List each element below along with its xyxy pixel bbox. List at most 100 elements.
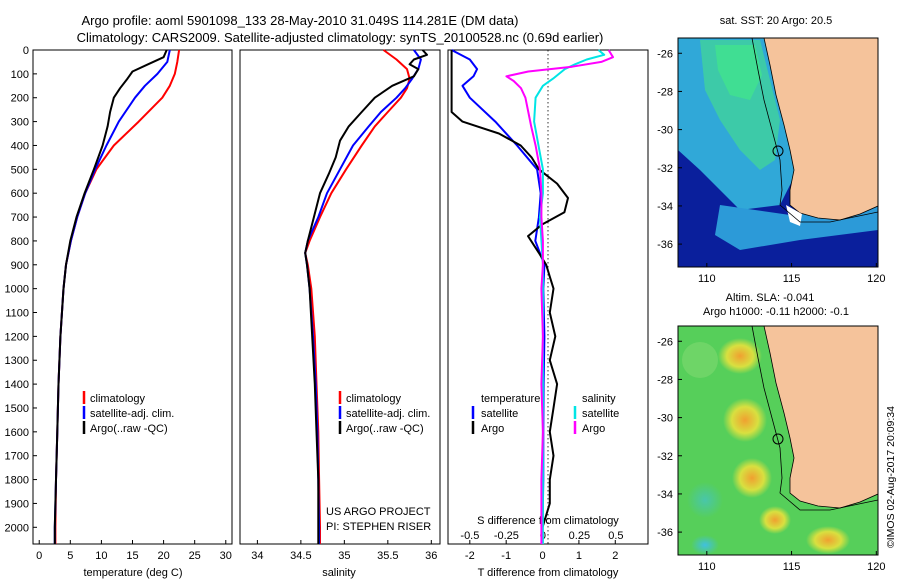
x-tick-label: 30 bbox=[220, 550, 232, 562]
salinity-panel-frame bbox=[239, 49, 441, 545]
sla-map-title-1: Altim. SLA: -0.041 bbox=[726, 292, 815, 304]
x-tick-label: -0.5 bbox=[460, 530, 479, 542]
x-tick-label: 15 bbox=[126, 550, 138, 562]
isobath-contour bbox=[751, 38, 878, 223]
x-tick-label: 34 bbox=[251, 550, 263, 562]
depth-tick-label: 1600 bbox=[5, 427, 29, 439]
map-lat-label: -34 bbox=[657, 201, 673, 213]
map-lat-label: -30 bbox=[657, 413, 673, 425]
sst-map-axes: -26 -28 -30 -32 -34 -36 110 115 120 bbox=[657, 48, 885, 285]
series-line-2-1 bbox=[450, 50, 569, 544]
map-lat-label: -30 bbox=[657, 125, 673, 137]
land-australia bbox=[763, 326, 878, 509]
s-difference-label: S difference from climatology bbox=[477, 515, 619, 527]
sst-map-frame bbox=[677, 37, 879, 268]
map-lat-label: -28 bbox=[657, 374, 673, 386]
x-tick-label: 2 bbox=[612, 550, 618, 562]
pi-credit: PI: STEPHEN RISER bbox=[326, 521, 431, 533]
depth-tick-label: 1400 bbox=[5, 379, 29, 391]
t-difference-label: T difference from climatology bbox=[478, 567, 619, 579]
x-tick-label: 1 bbox=[576, 550, 582, 562]
x-tick-label: 25 bbox=[189, 550, 201, 562]
temp-x-axis: 0 5 10 15 20 25 30 bbox=[36, 540, 232, 562]
map-lat-label: -26 bbox=[657, 48, 673, 60]
legend-label-argo: Argo(..raw -QC) bbox=[346, 423, 424, 435]
depth-tick-label: 500 bbox=[11, 164, 29, 176]
series-line-0-1 bbox=[53, 49, 171, 544]
x-tick-label: 34.5 bbox=[290, 550, 311, 562]
sla-anomaly bbox=[691, 535, 719, 555]
imos-footer: ©IMOS 02-Aug-2017 20:09:34 bbox=[885, 406, 897, 548]
depth-tick-label: 900 bbox=[11, 260, 29, 272]
legend-label-t-argo: Argo bbox=[481, 423, 504, 435]
depth-tick-label: 2000 bbox=[5, 522, 29, 534]
sla-anomaly bbox=[732, 458, 772, 498]
x-tick-label: 5 bbox=[67, 550, 73, 562]
sla-anomaly bbox=[806, 526, 850, 554]
x-tick-label: 0 bbox=[539, 550, 545, 562]
legend-label-t-satellite: satellite bbox=[481, 408, 518, 420]
sla-anomaly bbox=[723, 398, 767, 442]
depth-tick-label: 1500 bbox=[5, 403, 29, 415]
temp-legend: climatology satellite-adj. clim. Argo(..… bbox=[82, 391, 174, 435]
legend-head-temperature: temperature bbox=[481, 393, 540, 405]
difference-legend: temperature salinity satellite Argo sate… bbox=[471, 393, 619, 435]
sla-anomaly bbox=[759, 506, 791, 534]
map-lon-label: 110 bbox=[698, 561, 716, 573]
depth-tick-label: 1100 bbox=[5, 308, 29, 320]
depth-tick-label: 1800 bbox=[5, 475, 29, 487]
depth-tick-label: 800 bbox=[11, 236, 29, 248]
x-tick-label: 0.5 bbox=[608, 530, 623, 542]
depth-tick-label: 1700 bbox=[5, 451, 29, 463]
depth-tick-label: 0 bbox=[23, 45, 29, 57]
depth-tick-label: 300 bbox=[11, 117, 29, 129]
depth-tick-label: 1000 bbox=[5, 284, 29, 296]
legend-label-argo: Argo(..raw -QC) bbox=[90, 423, 168, 435]
x-tick-label: 10 bbox=[95, 550, 107, 562]
header-line2: Climatology: CARS2009. Satellite-adjuste… bbox=[77, 30, 604, 45]
map-lat-label: -26 bbox=[657, 336, 673, 348]
map-lat-label: -32 bbox=[657, 451, 673, 463]
sla-anomaly bbox=[718, 338, 762, 374]
difference-panel-frame bbox=[447, 49, 649, 545]
x-tick-label: -1 bbox=[501, 550, 511, 562]
sla-map-frame bbox=[677, 325, 879, 556]
header-line1: Argo profile: aoml 5901098_133 28-May-20… bbox=[82, 13, 519, 28]
depth-tick-label: 100 bbox=[11, 69, 29, 81]
series-line-1-1 bbox=[304, 49, 422, 544]
argo-float-marker bbox=[772, 433, 784, 445]
legend-label-s-argo: Argo bbox=[582, 423, 605, 435]
land-australia bbox=[763, 38, 878, 221]
x-tick-label: -2 bbox=[465, 550, 475, 562]
series-line-1-0 bbox=[304, 49, 411, 544]
x-tick-label: -0.25 bbox=[494, 530, 519, 542]
series-line-3-0 bbox=[533, 49, 606, 544]
depth-tick-label: 200 bbox=[11, 93, 29, 105]
salinity-xlabel: salinity bbox=[322, 567, 356, 579]
legend-label-satellite: satellite-adj. clim. bbox=[346, 408, 430, 420]
x-tick-label: 0.25 bbox=[569, 530, 590, 542]
series-line-0-2 bbox=[53, 49, 168, 544]
map-lat-label: -36 bbox=[657, 239, 673, 251]
argo-float-marker bbox=[772, 145, 784, 157]
depth-axis: 0 100 200 300 400 500 600 700 800 900 1000 1100 1200… bbox=[5, 45, 37, 534]
series-line-3-1 bbox=[505, 49, 614, 544]
series-line-1-2 bbox=[304, 49, 428, 544]
legend-label-climatology: climatology bbox=[90, 393, 146, 405]
depth-tick-label: 1900 bbox=[5, 498, 29, 510]
depth-tick-label: 600 bbox=[11, 188, 29, 200]
legend-head-salinity: salinity bbox=[582, 393, 616, 405]
sla-map-title-2: Argo h1000: -0.11 h2000: -0.1 bbox=[703, 306, 849, 318]
x-tick-label: 0 bbox=[36, 550, 42, 562]
x-tick-label: 20 bbox=[157, 550, 169, 562]
map-lat-label: -28 bbox=[657, 86, 673, 98]
profile-lines bbox=[53, 49, 614, 544]
depth-tick-label: 700 bbox=[11, 212, 29, 224]
sst-map bbox=[678, 38, 878, 267]
project-credit: US ARGO PROJECT bbox=[326, 506, 431, 518]
map-lat-label: -34 bbox=[657, 489, 673, 501]
sla-anomaly bbox=[687, 482, 723, 518]
map-lon-label: 110 bbox=[698, 273, 716, 285]
sla-map-axes: -26 -28 -30 -32 -34 -36 110 115 120 bbox=[657, 336, 885, 573]
